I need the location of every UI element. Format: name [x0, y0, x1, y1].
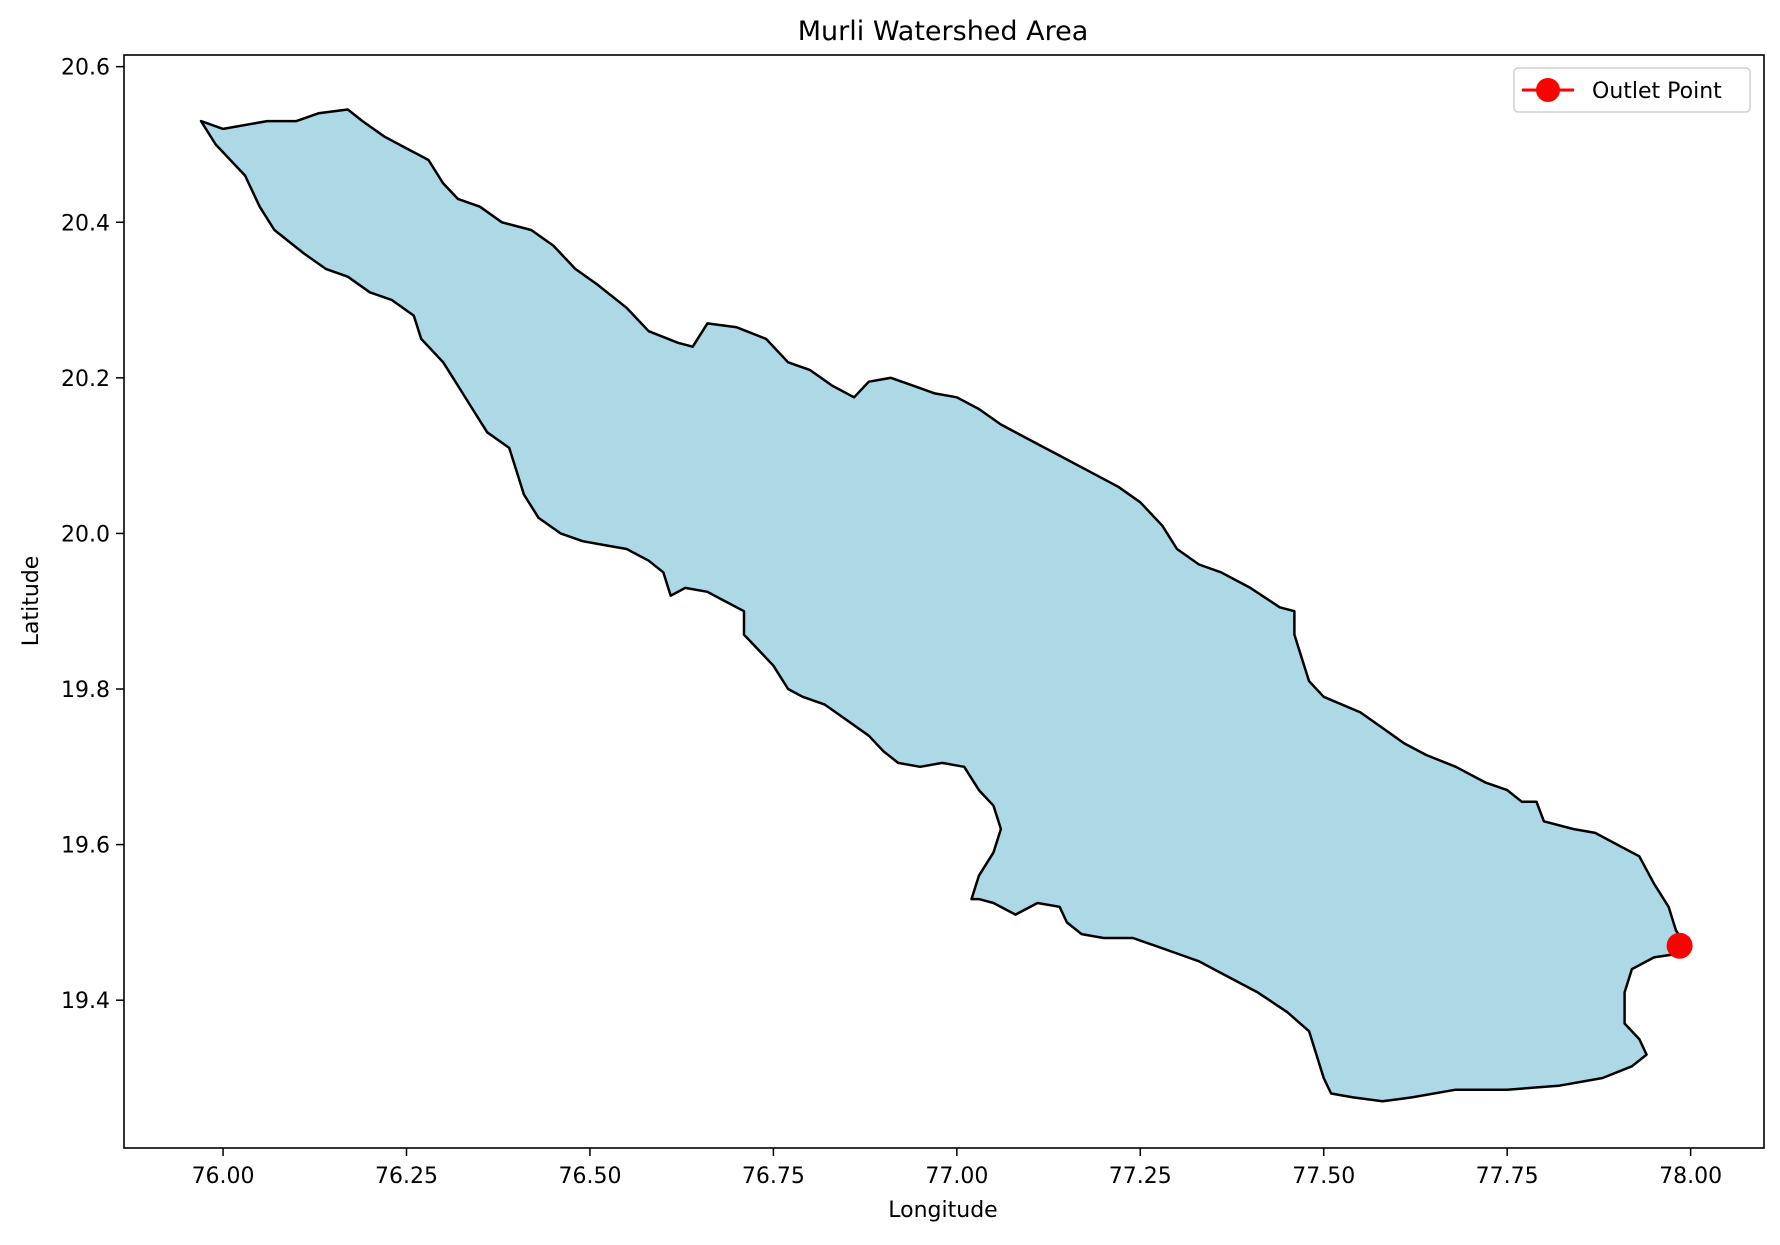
- outlet-point-marker: [1666, 932, 1693, 959]
- x-tick-label: 76.00: [192, 1164, 255, 1189]
- y-tick-label: 20.6: [61, 56, 110, 81]
- x-axis-ticks: 76.00 76.25 76.50 76.75 77.00 77.25 77.50 77.75…: [192, 1148, 1722, 1189]
- y-tick-label: 19.6: [61, 834, 110, 859]
- x-tick-label: 76.25: [375, 1164, 438, 1189]
- axes-frame: [123, 54, 1765, 1149]
- legend: Outlet Point: [1513, 67, 1751, 113]
- legend-marker-swatch: [1536, 78, 1560, 102]
- outlet-points-layer: [1666, 932, 1693, 959]
- x-tick-label: 76.50: [558, 1164, 621, 1189]
- y-tick-label: 20.2: [61, 367, 110, 392]
- chart-title: Murli Watershed Area: [798, 16, 1089, 47]
- y-axis-label: Latitude: [19, 556, 44, 647]
- legend-box: [1513, 67, 1751, 113]
- x-tick-label: 77.00: [925, 1164, 988, 1189]
- x-tick-label: 78.00: [1659, 1164, 1722, 1189]
- y-tick-label: 19.8: [61, 678, 110, 703]
- x-tick-label: 77.50: [1292, 1164, 1355, 1189]
- x-axis-label: Longitude: [888, 1198, 997, 1223]
- plot-area: [123, 54, 1765, 1149]
- y-axis-ticks: 19.4 19.6 19.8 20.0 20.2 20.4 20.6: [61, 56, 124, 1014]
- x-tick-label: 77.25: [1109, 1164, 1172, 1189]
- x-tick-label: 77.75: [1476, 1164, 1539, 1189]
- x-tick-label: 76.75: [742, 1164, 805, 1189]
- y-tick-label: 20.4: [61, 211, 110, 236]
- y-tick-label: 20.0: [61, 522, 110, 547]
- y-tick-label: 19.4: [61, 989, 110, 1014]
- watershed-polygon: [199, 108, 1685, 1103]
- legend-entry-label: Outlet Point: [1592, 79, 1722, 104]
